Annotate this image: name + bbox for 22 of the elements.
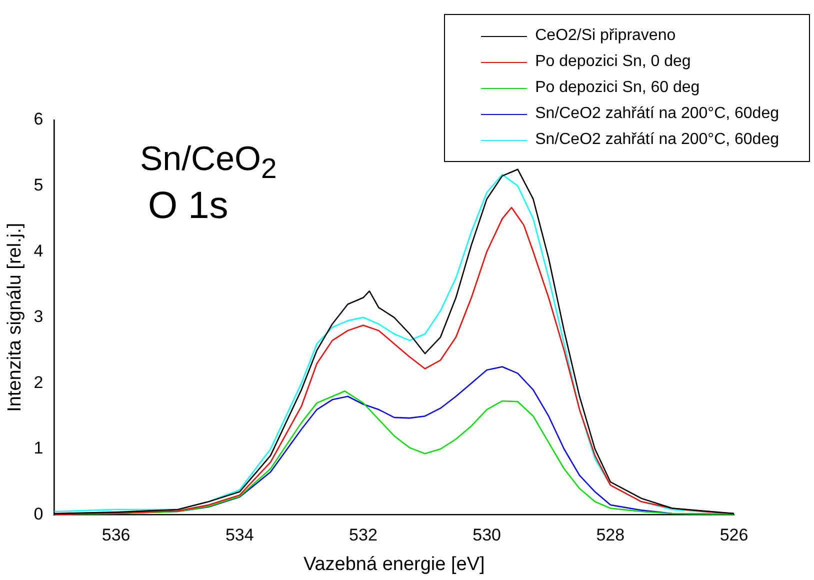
x-tick-label: 528 (596, 526, 625, 545)
y-tick-label: 5 (34, 175, 44, 194)
y-tick-label: 0 (34, 504, 44, 524)
legend-label: Sn/CeO2 zahřátí na 200°C, 60deg (535, 131, 779, 149)
x-tick-label: 536 (102, 526, 130, 545)
legend-label: Po depozici Sn, 60 deg (535, 79, 700, 97)
legend-label: CeO2/Si připraveno (535, 27, 676, 45)
y-tick-label: 3 (34, 307, 44, 326)
legend-label: Po depozici Sn, 0 deg (535, 53, 691, 71)
x-tick-label: 534 (225, 526, 254, 545)
annotation: O 1s (148, 185, 228, 228)
legend-label: Sn/CeO2 zahřátí na 200°C, 60deg (535, 105, 779, 123)
x-tick-label: 530 (472, 526, 502, 545)
x-tick-label: 526 (720, 526, 748, 545)
annotation: Sn/CeO$_{2}$ (140, 140, 277, 186)
x-axis-title: Vazebná energie [eV] (303, 554, 485, 575)
y-axis-title: Intenzita signálu [rel.j.] (4, 222, 26, 412)
y-tick-label: 2 (34, 372, 44, 392)
y-tick-label: 4 (34, 241, 44, 260)
y-tick-label: 1 (34, 438, 44, 458)
y-tick-label: 6 (34, 110, 44, 129)
x-tick-label: 532 (349, 526, 378, 545)
